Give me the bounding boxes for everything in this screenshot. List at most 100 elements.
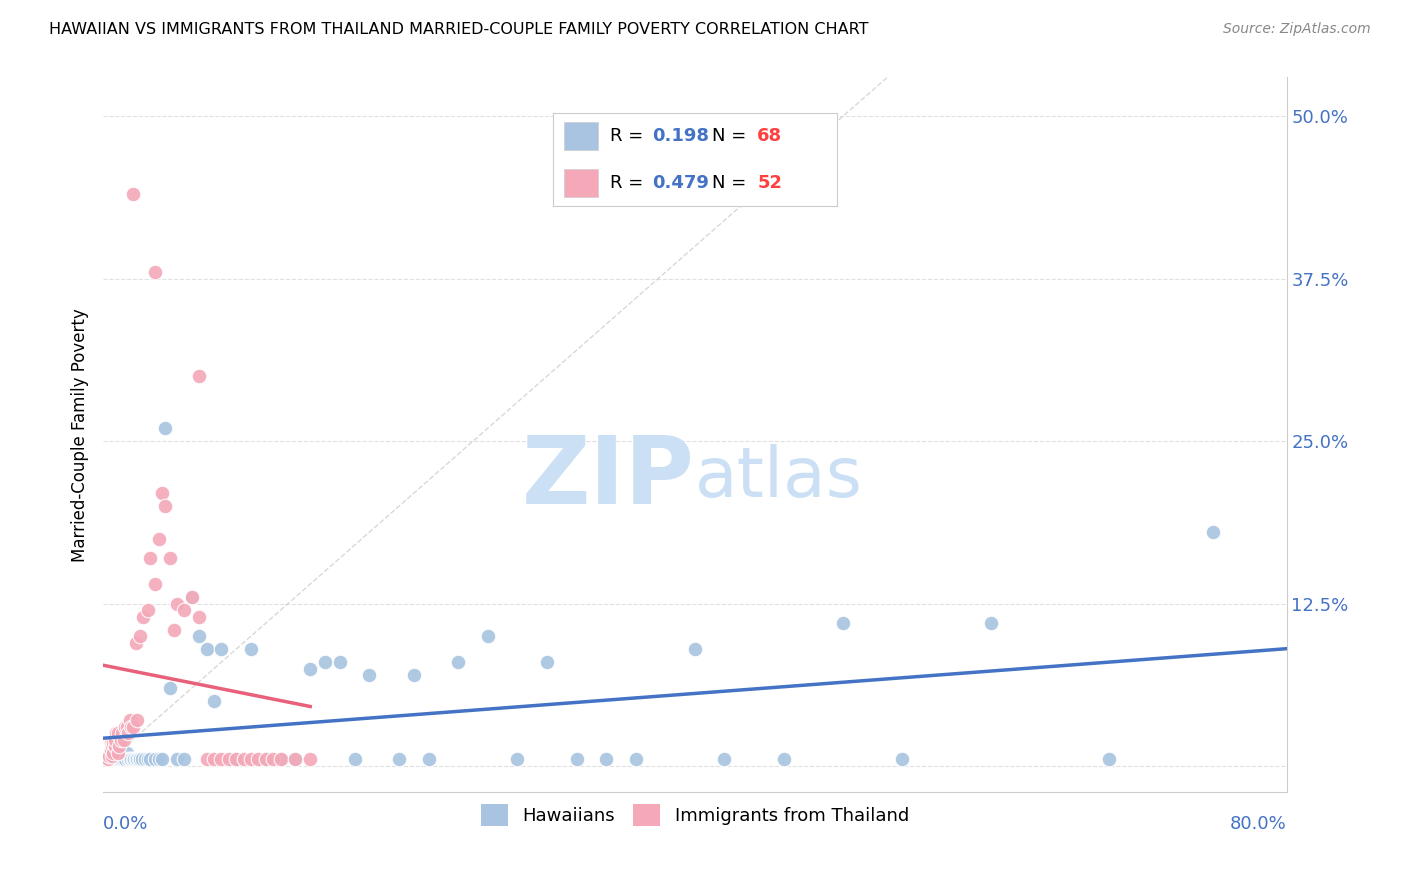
Point bbox=[103, 746, 125, 760]
Point bbox=[247, 752, 270, 766]
Point bbox=[124, 635, 146, 649]
Point bbox=[173, 752, 195, 766]
Point bbox=[129, 752, 152, 766]
Point bbox=[115, 746, 138, 760]
Text: 0.0%: 0.0% bbox=[103, 815, 149, 833]
Point bbox=[120, 720, 142, 734]
Point bbox=[595, 752, 617, 766]
Point bbox=[299, 661, 322, 675]
Point bbox=[772, 752, 794, 766]
Point bbox=[101, 739, 124, 754]
Point bbox=[118, 752, 141, 766]
Point bbox=[112, 752, 135, 766]
Point bbox=[831, 615, 853, 630]
Point bbox=[159, 551, 181, 566]
Point bbox=[122, 752, 145, 766]
Point bbox=[114, 720, 136, 734]
Point bbox=[202, 694, 225, 708]
Point bbox=[536, 655, 558, 669]
Point bbox=[1201, 525, 1223, 540]
Point bbox=[402, 668, 425, 682]
Point bbox=[111, 752, 134, 766]
Point bbox=[101, 748, 124, 763]
Point bbox=[163, 623, 186, 637]
Point bbox=[188, 369, 211, 384]
Point bbox=[180, 590, 202, 604]
Point bbox=[1098, 752, 1121, 766]
Legend: Hawaiians, Immigrants from Thailand: Hawaiians, Immigrants from Thailand bbox=[474, 797, 917, 833]
Point bbox=[117, 726, 139, 740]
Point bbox=[188, 629, 211, 643]
Point bbox=[97, 752, 120, 766]
Point bbox=[112, 733, 135, 747]
Point bbox=[211, 752, 233, 766]
Point bbox=[105, 752, 128, 766]
Point bbox=[107, 752, 129, 766]
Point bbox=[103, 735, 125, 749]
Text: Source: ZipAtlas.com: Source: ZipAtlas.com bbox=[1223, 22, 1371, 37]
Point bbox=[136, 752, 159, 766]
Point bbox=[127, 752, 149, 766]
Point bbox=[129, 629, 152, 643]
Point bbox=[506, 752, 529, 766]
Point bbox=[115, 720, 138, 734]
Point bbox=[107, 726, 129, 740]
Point bbox=[270, 752, 292, 766]
Point bbox=[254, 752, 277, 766]
Point bbox=[447, 655, 470, 669]
Point bbox=[155, 421, 177, 435]
Point bbox=[218, 752, 240, 766]
Point bbox=[120, 752, 142, 766]
Point bbox=[103, 752, 125, 766]
Point bbox=[139, 551, 162, 566]
Point bbox=[150, 752, 173, 766]
Point bbox=[980, 615, 1002, 630]
Point bbox=[232, 752, 254, 766]
Point bbox=[270, 752, 292, 766]
Text: HAWAIIAN VS IMMIGRANTS FROM THAILAND MARRIED-COUPLE FAMILY POVERTY CORRELATION C: HAWAIIAN VS IMMIGRANTS FROM THAILAND MAR… bbox=[49, 22, 869, 37]
Point bbox=[195, 752, 218, 766]
Point bbox=[477, 629, 499, 643]
Point bbox=[624, 752, 647, 766]
Point bbox=[127, 714, 149, 728]
Point bbox=[683, 642, 706, 657]
Point bbox=[284, 752, 307, 766]
Point bbox=[166, 752, 188, 766]
Text: ZIP: ZIP bbox=[522, 432, 695, 524]
Point bbox=[565, 752, 588, 766]
Text: 80.0%: 80.0% bbox=[1230, 815, 1286, 833]
Point bbox=[173, 603, 195, 617]
Point bbox=[254, 752, 277, 766]
Point bbox=[143, 752, 166, 766]
Point bbox=[225, 752, 247, 766]
Y-axis label: Married-Couple Family Poverty: Married-Couple Family Poverty bbox=[72, 308, 89, 562]
Point bbox=[131, 752, 153, 766]
Point bbox=[388, 752, 411, 766]
Point bbox=[111, 726, 134, 740]
Point bbox=[713, 752, 735, 766]
Point bbox=[240, 752, 263, 766]
Point bbox=[105, 726, 128, 740]
Point bbox=[143, 265, 166, 279]
Point bbox=[104, 752, 127, 766]
Point bbox=[100, 743, 122, 757]
Point bbox=[211, 642, 233, 657]
Point bbox=[117, 752, 139, 766]
Point bbox=[159, 681, 181, 695]
Point bbox=[143, 577, 166, 591]
Point bbox=[118, 714, 141, 728]
Point bbox=[262, 752, 284, 766]
Point bbox=[121, 752, 143, 766]
Point bbox=[107, 746, 129, 760]
Point bbox=[240, 642, 263, 657]
Point bbox=[98, 748, 121, 763]
Point bbox=[148, 532, 170, 546]
Point bbox=[110, 733, 132, 747]
Point bbox=[150, 486, 173, 500]
Point bbox=[104, 735, 127, 749]
Point bbox=[121, 187, 143, 202]
Point bbox=[136, 603, 159, 617]
Point bbox=[134, 752, 156, 766]
Point bbox=[148, 752, 170, 766]
Point bbox=[104, 733, 127, 747]
